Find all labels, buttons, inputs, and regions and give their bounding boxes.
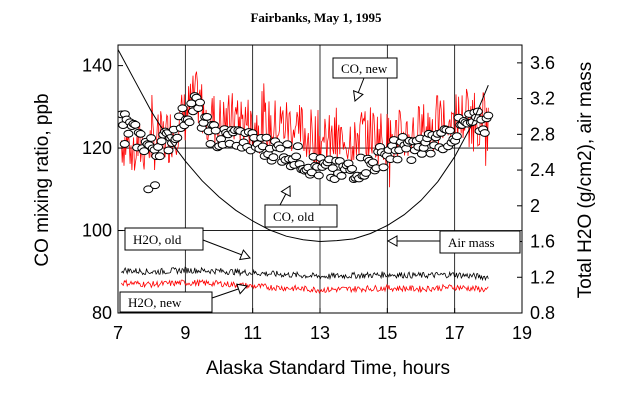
co-old-marker (202, 113, 212, 121)
y-tick-label: 120 (82, 138, 112, 158)
co-old-marker (347, 164, 357, 173)
annotation-label: CO, new (341, 61, 388, 76)
y-tick-label: 140 (82, 56, 112, 76)
co-old-marker (139, 147, 150, 156)
co-old-marker (327, 164, 338, 173)
h2o-old-series (121, 266, 489, 282)
co-old-marker (378, 163, 389, 172)
co-old-marker (292, 142, 303, 151)
annotation-arrowhead (386, 235, 398, 247)
co-old-marker (444, 126, 455, 135)
h2o-new-series (121, 278, 489, 294)
annotation-arrowhead (280, 185, 291, 198)
annotation-arrowhead (239, 249, 251, 261)
co-old-marker (336, 172, 347, 180)
co-old-marker (361, 169, 371, 177)
annotation-label: CO, old (273, 209, 315, 224)
annotation-box (119, 291, 213, 313)
co-old-marker (195, 98, 205, 107)
co-old-marker (163, 146, 174, 155)
annotation-label: Air mass (448, 235, 495, 250)
y2-tick-label: 3.6 (530, 53, 555, 73)
co-old-marker (261, 133, 272, 142)
annotation-box (124, 227, 204, 251)
co-old-marker (479, 129, 490, 137)
x-tick-label: 19 (512, 323, 532, 343)
co-old-marker (291, 152, 302, 161)
y2-tick-label: 0.8 (530, 303, 555, 323)
co-old-marker (282, 140, 293, 149)
co-old-marker (184, 118, 195, 127)
co-old-marker (154, 152, 165, 161)
x-tick-label: 15 (377, 323, 397, 343)
annotation-box (264, 204, 338, 228)
annotation-arrowhead (352, 90, 364, 102)
annotation-box (439, 230, 521, 254)
co-old-marker (172, 133, 183, 142)
y2-axis-label: Total H2O (g/cm2), air mass (575, 62, 596, 299)
co-old-marker (205, 140, 216, 148)
x-tick-label: 17 (445, 323, 465, 343)
co-old-marker (406, 156, 417, 165)
co-old-marker (123, 129, 134, 138)
annotation-label: H2O, new (128, 295, 182, 310)
x-tick-label: 11 (243, 323, 262, 343)
co-old-marker (119, 140, 130, 148)
x-tick-label: 9 (180, 323, 190, 343)
air-mass-series (118, 49, 489, 243)
y-tick-label: 80 (92, 303, 112, 323)
y2-tick-label: 1.2 (530, 267, 555, 287)
y2-tick-label: 2.4 (530, 160, 555, 180)
x-tick-label: 13 (310, 323, 330, 343)
x-axis-label: Alaska Standard Time, hours (206, 358, 450, 379)
co-old-marker (268, 153, 279, 162)
y2-tick-label: 1.6 (530, 232, 555, 252)
annotation-arrowhead (236, 283, 248, 295)
y2-tick-label: 3.2 (530, 89, 555, 109)
x-tick-label: 7 (113, 323, 123, 343)
y2-tick-label: 2.8 (530, 124, 555, 144)
y-tick-label: 100 (82, 221, 112, 241)
co-old-marker (135, 130, 146, 138)
chart-title: Fairbanks, May 1, 1995 (250, 10, 382, 25)
co-old-marker (143, 185, 154, 194)
y-axis-label: CO mixing ratio, ppb (32, 93, 53, 266)
co-old-marker (483, 111, 494, 120)
co-old-marker (425, 149, 436, 158)
co-old-marker (392, 155, 403, 164)
co-old-marker (451, 132, 462, 141)
co-old-marker (177, 104, 188, 113)
annotation-box (332, 57, 398, 79)
co-old-marker (210, 126, 221, 135)
co-old-marker (146, 134, 157, 142)
annotations: CO, new CO, old H2O, old H2O, new Air mass (119, 57, 521, 313)
series-group (118, 49, 494, 294)
co-old-marker (313, 171, 324, 180)
series-layer (118, 49, 494, 294)
y2-tick-label: 2 (530, 196, 540, 216)
co-old-marker (275, 144, 286, 153)
co-old-marker (397, 133, 408, 141)
ticks: 7 9 11 13 15 17 19 80 100 120 140 0.8 1.2 1.6 2 2.4 2.8 3… (82, 53, 555, 343)
annotation-label: H2O, old (133, 232, 182, 247)
co-old-marker (156, 137, 167, 146)
co-old-marker (130, 120, 141, 129)
co-old-marker (150, 181, 161, 190)
